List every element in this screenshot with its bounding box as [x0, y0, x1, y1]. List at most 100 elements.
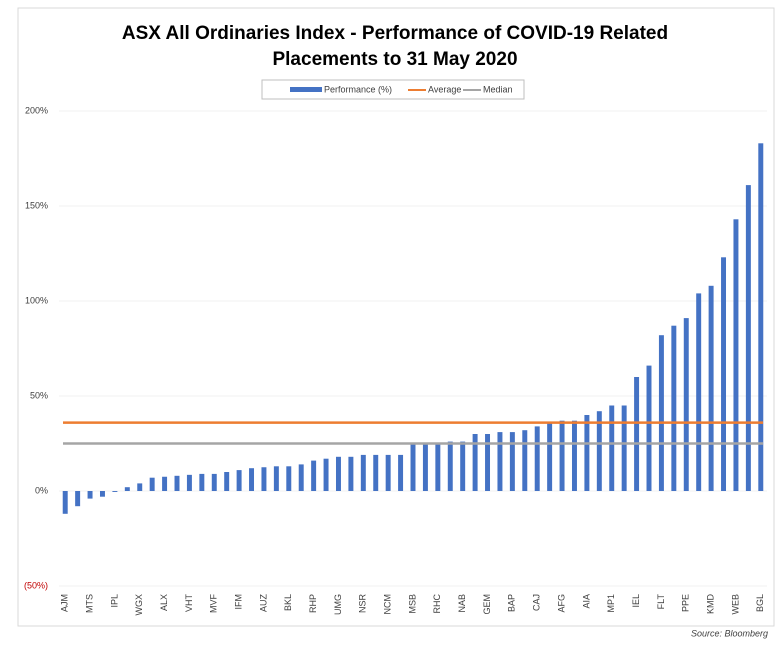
y-tick-label: 100%: [25, 295, 48, 305]
bar: [658, 335, 664, 491]
x-tick-label: NSR: [358, 594, 368, 614]
bar: [75, 491, 81, 507]
bar: [112, 491, 118, 492]
bar: [745, 185, 751, 491]
bar: [236, 470, 242, 491]
x-tick-label: IFM: [233, 594, 243, 610]
x-tick-label: PPE: [681, 594, 691, 612]
bar: [522, 430, 528, 491]
x-tick-label: WGX: [134, 594, 144, 616]
x-tick-label: RHC: [432, 594, 442, 614]
bar: [497, 432, 503, 491]
bar: [224, 472, 230, 491]
legend-label: Average: [428, 84, 461, 94]
bar: [186, 474, 192, 491]
bar: [646, 365, 652, 491]
bar: [584, 415, 590, 491]
x-tick-label: IPL: [109, 594, 119, 608]
bar: [696, 293, 702, 491]
legend-box: [261, 79, 525, 100]
bar: [559, 420, 565, 491]
bar: [286, 466, 292, 491]
source-note: Source: Bloomberg: [691, 628, 768, 638]
x-tick-label: KMD: [705, 594, 715, 615]
x-tick-label: MSB: [407, 594, 417, 614]
bar: [621, 405, 627, 491]
x-tick-label: RHP: [308, 594, 318, 613]
x-tick-label: AFG: [556, 594, 566, 613]
bar: [460, 441, 466, 491]
y-tick-label: (50%): [24, 580, 48, 590]
bar: [758, 143, 764, 492]
x-tick-label: AJM: [60, 594, 70, 612]
bar: [249, 468, 255, 491]
bar: [472, 434, 478, 491]
bar: [124, 487, 130, 491]
bar: [422, 443, 428, 491]
x-tick-label: ALX: [159, 594, 169, 611]
bar: [149, 477, 155, 491]
bar: [733, 219, 739, 492]
bar: [547, 422, 553, 491]
x-tick-label: GEM: [482, 594, 492, 615]
bar: [137, 483, 143, 491]
bar: [261, 467, 267, 491]
bar: [311, 460, 317, 491]
x-tick-label: UMG: [333, 594, 343, 615]
chart-frame: [17, 7, 775, 627]
bar: [410, 443, 416, 491]
bar: [708, 285, 714, 491]
x-tick-label: BKL: [283, 594, 293, 611]
bar: [385, 454, 391, 491]
chart-subtitle: Placements to 31 May 2020: [272, 49, 517, 70]
bar: [596, 411, 602, 491]
x-tick-label: IEL: [631, 594, 641, 608]
x-tick-label: WEB: [730, 594, 740, 615]
legend-label: Median: [483, 84, 513, 94]
x-tick-label: MVF: [209, 594, 219, 614]
x-tick-label: FLT: [656, 594, 666, 610]
bar: [99, 491, 105, 497]
y-tick-label: 200%: [25, 105, 48, 115]
x-tick-label: VHT: [184, 593, 194, 612]
bar: [671, 325, 677, 491]
bar: [360, 454, 366, 491]
x-tick-label: AIA: [581, 594, 591, 609]
bar: [335, 456, 341, 491]
bar: [435, 443, 441, 491]
bar: [211, 473, 217, 491]
legend-label: Performance (%): [324, 84, 392, 94]
y-tick-label: 150%: [25, 200, 48, 210]
x-tick-label: BAP: [507, 594, 517, 612]
bar: [609, 405, 615, 491]
bar: [634, 377, 640, 491]
x-tick-label: MTS: [84, 594, 94, 613]
x-tick-label: BGL: [755, 594, 765, 612]
bar: [174, 475, 180, 491]
x-tick-label: NAB: [457, 594, 467, 613]
bar: [398, 454, 404, 491]
bar: [447, 441, 453, 491]
x-tick-label: MP1: [606, 594, 616, 613]
bar: [571, 420, 577, 491]
bar: [298, 464, 304, 491]
bar: [348, 456, 354, 491]
bar: [683, 318, 689, 491]
y-tick-label: 50%: [30, 390, 48, 400]
bar: [485, 434, 491, 491]
bar: [534, 426, 540, 491]
bar: [87, 491, 93, 499]
bar: [62, 491, 68, 514]
x-tick-label: NCM: [383, 594, 393, 615]
chart-title: ASX All Ordinaries Index - Performance o…: [122, 23, 668, 44]
bar: [373, 454, 379, 491]
bar: [273, 466, 279, 491]
bar: [721, 257, 727, 491]
bar: [323, 458, 329, 491]
y-tick-label: 0%: [35, 485, 48, 495]
x-tick-label: CAJ: [532, 594, 542, 611]
bar: [509, 432, 515, 491]
legend-swatch: [290, 87, 322, 92]
bar: [162, 476, 168, 491]
